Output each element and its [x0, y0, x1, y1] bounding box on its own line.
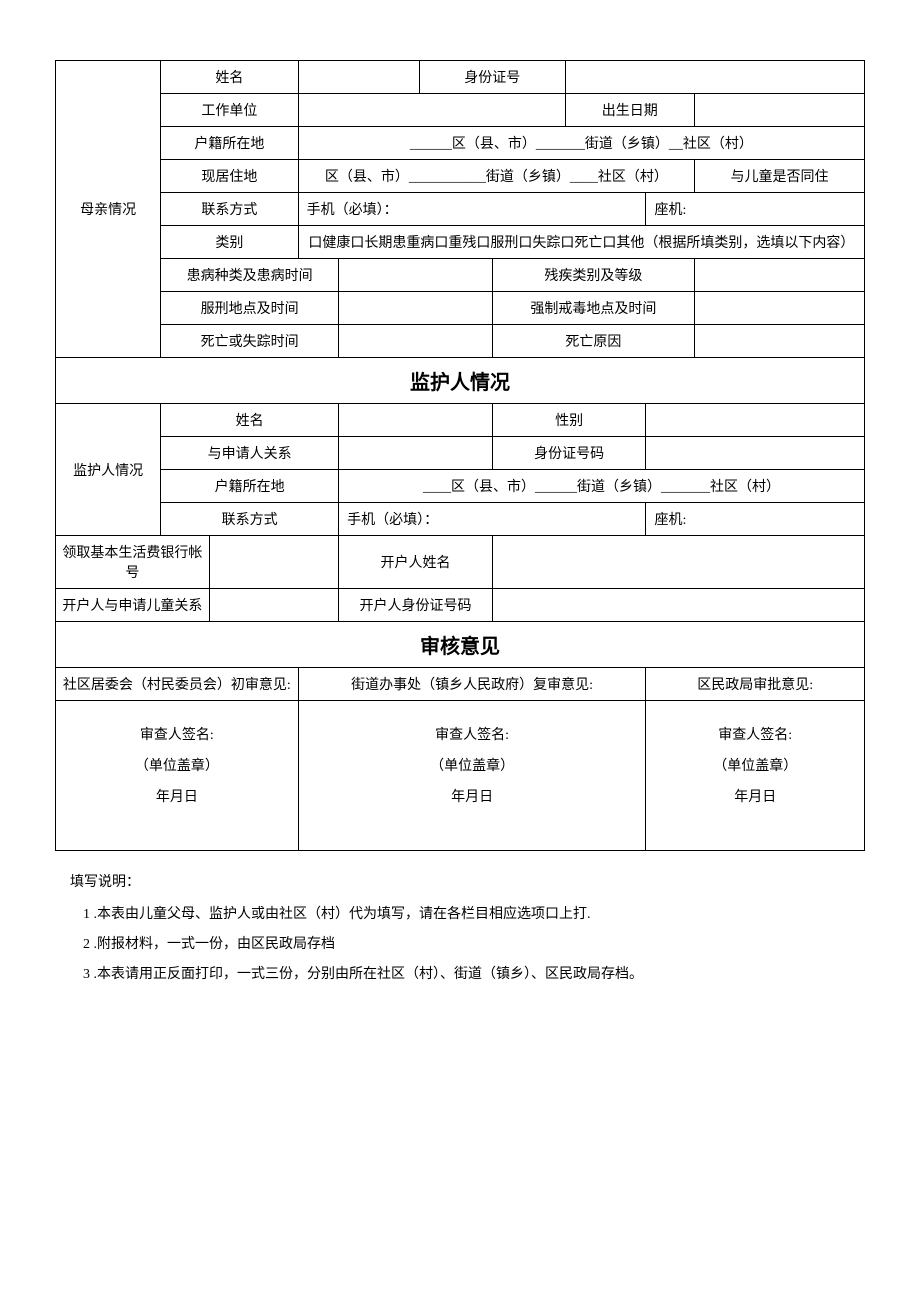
mother-deathcause-label: 死亡原因: [492, 325, 694, 358]
bank-holder-relation-label: 开户人与申请儿童关系: [56, 589, 210, 622]
review-header: 审核意见: [56, 622, 865, 668]
guardian-household-label: 户籍所在地: [161, 470, 339, 503]
review-col2-title: 街道办事处（镇乡人民政府）复审意见:: [298, 668, 646, 701]
guardian-contact-label: 联系方式: [161, 503, 339, 536]
notes-item-2: 2 .附报材料，一式一份，由区民政局存档: [75, 931, 865, 959]
mother-sentence-value: [339, 292, 493, 325]
mother-id-label: 身份证号: [420, 61, 566, 94]
guardian-name-value: [339, 404, 493, 437]
mother-disability-value: [695, 259, 865, 292]
guardian-relation-label: 与申请人关系: [161, 437, 339, 470]
review-stamp-1: （单位盖章）: [60, 752, 294, 783]
review-col3-title: 区民政局审批意见:: [646, 668, 865, 701]
notes-item-1: 1 .本表由儿童父母、监护人或由社区（村）代为填写，请在各栏目相应选项口上打.: [75, 901, 865, 929]
mother-death-label: 死亡或失踪时间: [161, 325, 339, 358]
notes-title: 填写说明：: [70, 869, 865, 897]
bank-holder-name-value: [492, 536, 864, 589]
mother-name-label: 姓名: [161, 61, 299, 94]
mother-section-label: 母亲情况: [56, 61, 161, 358]
guardian-id-value: [646, 437, 865, 470]
mother-residence-value: 区（县、市）___________街道（乡镇）____社区（村）: [298, 160, 694, 193]
mother-birthdate-value: [695, 94, 865, 127]
mother-residence-label: 现居住地: [161, 160, 299, 193]
review-date-3: 年月日: [650, 783, 860, 814]
mother-livewith-label: 与儿童是否同住: [695, 160, 865, 193]
notes-section: 填写说明： 1 .本表由儿童父母、监护人或由社区（村）代为填写，请在各栏目相应选…: [55, 869, 865, 989]
bank-account-value: [209, 536, 338, 589]
mother-category-value: 口健康口长期患重病口重残口服刑口失踪口死亡口其他（根据所填类别，选填以下内容）: [298, 226, 864, 259]
bank-holder-relation-value: [209, 589, 338, 622]
mother-contact-label: 联系方式: [161, 193, 299, 226]
notes-item-3: 3 .本表请用正反面打印，一式三份，分别由所在社区（村）、街道（镇乡）、区民政局…: [75, 961, 865, 989]
mother-rehab-value: [695, 292, 865, 325]
mother-household-value: ______区（县、市）_______街道（乡镇）__社区（村）: [298, 127, 864, 160]
mother-name-value: [298, 61, 419, 94]
bank-holder-id-label: 开户人身份证号码: [339, 589, 493, 622]
guardian-name-label: 姓名: [161, 404, 339, 437]
main-form-table: 母亲情况 姓名 身份证号 工作单位 出生日期 户籍所在地 ______区（县、市…: [55, 60, 865, 851]
mother-deathcause-value: [695, 325, 865, 358]
mother-category-label: 类别: [161, 226, 299, 259]
mother-birthdate-label: 出生日期: [565, 94, 694, 127]
mother-contact-landline: 座机:: [646, 193, 865, 226]
guardian-contact-mobile: 手机（必填）：: [339, 503, 646, 536]
mother-illness-value: [339, 259, 493, 292]
review-stamp-2: （单位盖章）: [303, 752, 642, 783]
mother-id-value: [565, 61, 864, 94]
review-col1-title: 社区居委会（村民委员会）初审意见:: [56, 668, 299, 701]
mother-death-value: [339, 325, 493, 358]
review-stamp-3: （单位盖章）: [650, 752, 860, 783]
mother-contact-mobile: 手机（必填）：: [298, 193, 646, 226]
bank-holder-id-value: [492, 589, 864, 622]
bank-account-label: 领取基本生活费银行帐号: [56, 536, 210, 589]
review-signer-2: 审查人签名:: [303, 721, 642, 752]
review-signer-1: 审查人签名:: [60, 721, 294, 752]
guardian-household-value: ____区（县、市）______街道（乡镇）_______社区（村）: [339, 470, 865, 503]
review-date-2: 年月日: [303, 783, 642, 814]
bank-holder-name-label: 开户人姓名: [339, 536, 493, 589]
guardian-id-label: 身份证号码: [492, 437, 646, 470]
review-date-1: 年月日: [60, 783, 294, 814]
review-col2-body: 审查人签名: （单位盖章） 年月日: [298, 701, 646, 851]
mother-disability-label: 残疾类别及等级: [492, 259, 694, 292]
review-signer-3: 审查人签名:: [650, 721, 860, 752]
guardian-contact-landline: 座机:: [646, 503, 865, 536]
mother-illness-label: 患病种类及患病时间: [161, 259, 339, 292]
guardian-header: 监护人情况: [56, 358, 865, 404]
mother-sentence-label: 服刑地点及时间: [161, 292, 339, 325]
mother-household-label: 户籍所在地: [161, 127, 299, 160]
mother-rehab-label: 强制戒毒地点及时间: [492, 292, 694, 325]
review-col1-body: 审查人签名: （单位盖章） 年月日: [56, 701, 299, 851]
guardian-gender-label: 性别: [492, 404, 646, 437]
guardian-gender-value: [646, 404, 865, 437]
guardian-relation-value: [339, 437, 493, 470]
review-col3-body: 审查人签名: （单位盖章） 年月日: [646, 701, 865, 851]
mother-workunit-label: 工作单位: [161, 94, 299, 127]
guardian-section-label: 监护人情况: [56, 404, 161, 536]
mother-workunit-value: [298, 94, 565, 127]
